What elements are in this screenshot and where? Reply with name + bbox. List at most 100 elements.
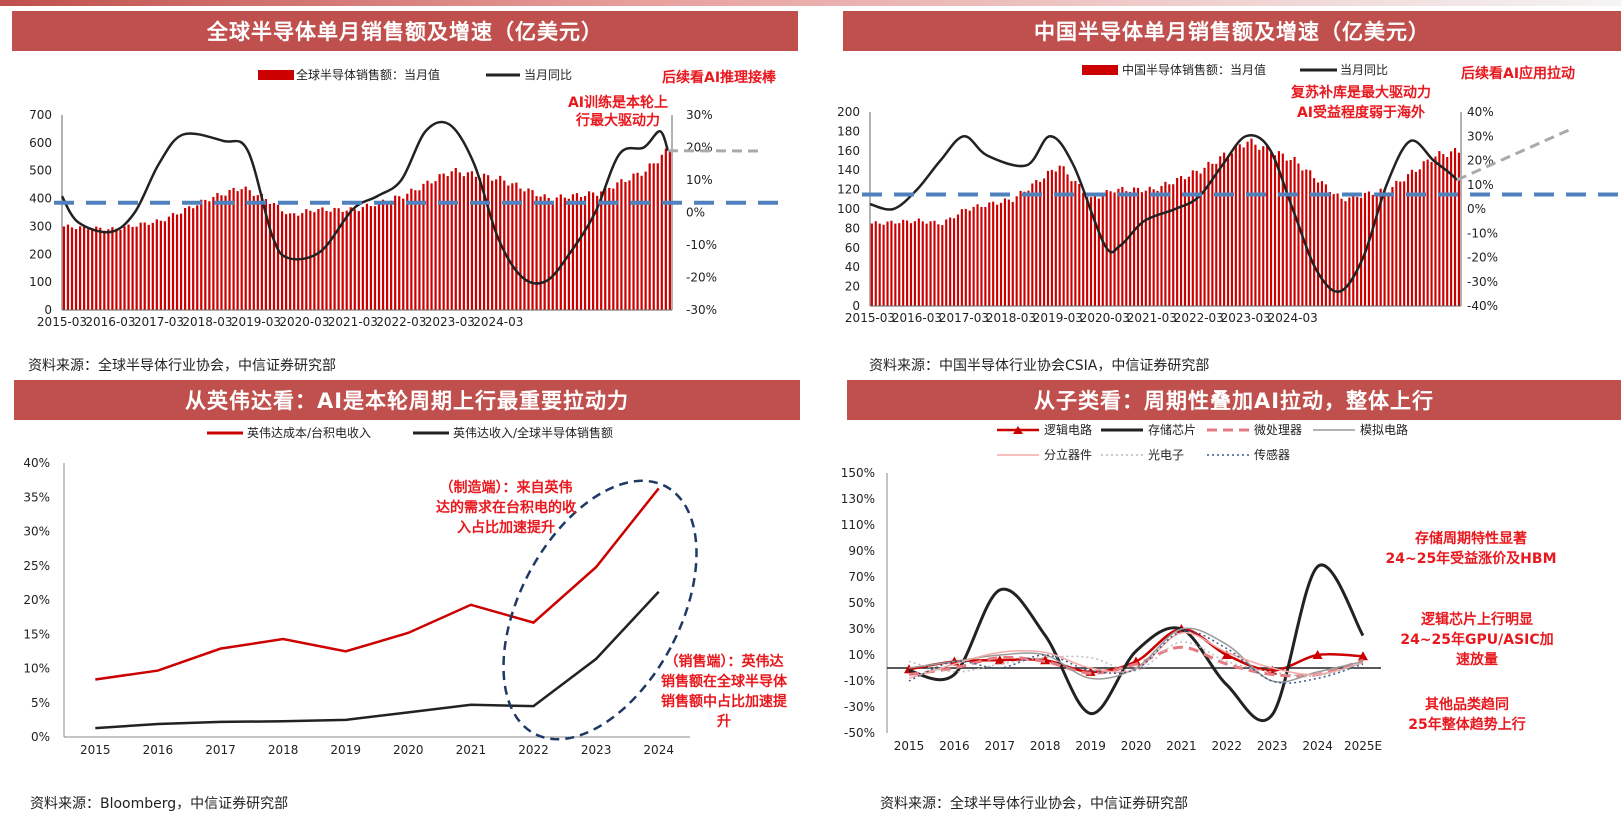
y-tick-label: 35% — [23, 490, 50, 504]
legend-label: 模拟电路 — [1360, 422, 1408, 437]
sales-bar — [95, 226, 98, 310]
sales-bar — [228, 189, 231, 310]
y-tick-label: 50% — [848, 596, 875, 610]
sales-bar — [357, 211, 360, 310]
series-line-1 — [908, 563, 1365, 723]
sales-bar — [941, 225, 944, 306]
sales-bar — [1297, 163, 1300, 306]
sales-bar — [608, 187, 611, 310]
sales-bar — [454, 167, 457, 310]
sales-bar — [1031, 183, 1034, 306]
sales-bar — [192, 208, 195, 310]
sales-bar — [1046, 170, 1050, 306]
sales-bar — [1262, 146, 1265, 306]
y-tick-label: 25% — [23, 559, 50, 573]
sales-bar — [430, 183, 433, 310]
sales-bar — [1125, 191, 1128, 306]
sales-bar — [70, 227, 74, 310]
sales-bar — [1042, 178, 1046, 306]
highlight-ellipse — [502, 479, 698, 741]
y-tick-label: -30% — [844, 700, 875, 714]
sales-bar — [394, 195, 397, 310]
x-tick-label: 2018 — [1030, 739, 1061, 753]
sales-bar — [1144, 190, 1147, 306]
y2-tick-label: -10% — [1467, 226, 1498, 240]
legend-label: 传感器 — [1254, 447, 1290, 462]
sales-bar — [1101, 195, 1104, 306]
sales-bar — [179, 213, 183, 310]
top-strip — [0, 0, 1621, 6]
x-tick-label: 2020-03 — [279, 315, 329, 329]
sales-bar — [159, 220, 162, 310]
sales-bar — [519, 188, 522, 310]
sales-bar — [1320, 181, 1324, 306]
x-tick-label: 2018-03 — [182, 315, 232, 329]
sales-bar — [107, 229, 110, 310]
y2-tick-label: 10% — [1467, 178, 1494, 192]
svg-text:（销售端）：英伟达: （销售端）：英伟达 — [665, 653, 784, 670]
y-tick-label: 400 — [29, 192, 52, 206]
legend-label: 存储芯片 — [1148, 422, 1196, 437]
sales-bar — [184, 208, 187, 310]
annotation-sales: （销售端）：英伟达 销售额在全球半导体 销售额中占比加速提 升 — [661, 653, 788, 730]
sales-bar — [91, 229, 94, 310]
y-tick-label: 40 — [845, 260, 860, 274]
sales-bar — [1375, 193, 1378, 306]
sales-bar — [1187, 176, 1190, 306]
y-tick-label: 300 — [29, 219, 52, 233]
annotation-ai-inference: 后续看AI推理接棒 — [662, 69, 777, 86]
x-tick-label: 2021 — [456, 743, 487, 757]
annotation-others: 其他品类趋同 25年整体趋势上行 — [1408, 696, 1525, 733]
sales-bar — [1039, 181, 1042, 306]
x-tick-label: 2018 — [268, 743, 299, 757]
svg-text:速放量: 速放量 — [1456, 651, 1498, 668]
sales-bar — [1019, 190, 1022, 306]
y-tick-label: 180 — [837, 124, 860, 138]
sales-bar — [143, 222, 146, 310]
sales-bar — [280, 211, 284, 310]
x-tick-label: 2019-03 — [1033, 311, 1083, 325]
annotation-memory: 存储周期特性显著 24~25年受益涨价及HBM — [1385, 530, 1556, 567]
y-tick-label: 0 — [852, 299, 860, 313]
y2-tick-label: 0% — [686, 206, 705, 220]
y-tick-label: 30% — [848, 622, 875, 636]
sales-bar — [83, 225, 86, 310]
sales-bar — [1168, 184, 1171, 306]
sales-bar — [1332, 194, 1335, 306]
x-tick-label: 2022 — [1212, 739, 1243, 753]
sales-bar — [1035, 179, 1038, 306]
svg-text:销售额中占比加速提: 销售额中占比加速提 — [661, 693, 788, 710]
sales-bar — [1254, 144, 1257, 306]
sales-bar — [1078, 184, 1081, 306]
sales-bar — [256, 195, 259, 310]
sales-bar — [232, 187, 235, 310]
sales-bar — [1238, 144, 1241, 306]
y-tick-label: 5% — [31, 696, 50, 710]
y2-tick-label: -40% — [1467, 299, 1498, 313]
sales-bar — [406, 193, 409, 310]
y-tick-label: 10% — [848, 648, 875, 662]
sales-bar — [1418, 169, 1421, 306]
logic-marker — [994, 655, 1005, 665]
sales-bar — [163, 221, 167, 310]
sales-bar — [1446, 157, 1449, 306]
sales-bar — [333, 207, 336, 310]
sales-bar — [664, 148, 667, 310]
sales-bar — [478, 178, 482, 310]
sales-bar — [1422, 161, 1425, 306]
sales-bar — [874, 221, 877, 306]
sales-bar — [1097, 198, 1100, 306]
sales-bar — [898, 223, 901, 306]
x-tick-label: 2016-03 — [892, 311, 942, 325]
sales-bar — [188, 206, 191, 310]
sales-bar — [410, 188, 413, 310]
svg-text:25年整体趋势上行: 25年整体趋势上行 — [1408, 716, 1525, 733]
sales-bar — [1054, 171, 1057, 306]
sales-bar — [1281, 153, 1284, 306]
x-tick-label: 2019 — [1075, 739, 1106, 753]
svg-text:销售额在全球半导体: 销售额在全球半导体 — [661, 673, 788, 690]
sales-bar — [1336, 193, 1339, 306]
sales-bar — [212, 196, 215, 310]
sales-bar — [587, 191, 591, 310]
sales-bar — [976, 204, 979, 306]
